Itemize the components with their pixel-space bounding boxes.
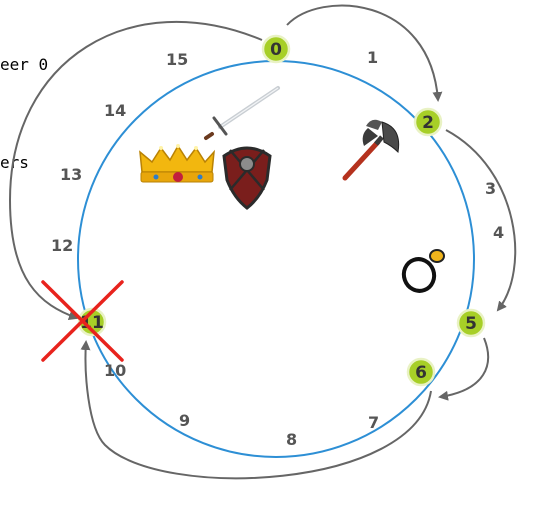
slot-label: 3: [485, 179, 496, 198]
slot-label: 8: [286, 430, 297, 449]
slot-label: 1: [367, 48, 378, 67]
peer-label: 2: [422, 113, 434, 133]
peer-node-6[interactable]: 6: [406, 357, 436, 387]
side-text-peer: eer 0: [0, 55, 48, 74]
peer-node-2[interactable]: 2: [413, 107, 443, 137]
ring-icon: [401, 249, 445, 293]
slot-label: 13: [60, 165, 82, 184]
peer-node-0[interactable]: 0: [261, 34, 291, 64]
arrow-6-to-11: [80, 340, 432, 480]
slot-label: 4: [493, 223, 504, 242]
slot-label: 12: [51, 236, 73, 255]
slot-label: 9: [179, 411, 190, 430]
slot-label: 15: [166, 50, 188, 69]
arrow-0-to-2: [286, 4, 443, 102]
slot-labels: 1 3 4 7 8 9 10 12 13 14 15: [51, 48, 504, 449]
axe-icon: [342, 119, 400, 181]
slot-label: 14: [104, 101, 126, 120]
slot-label: 10: [104, 361, 126, 380]
peer-label: 6: [415, 363, 427, 383]
failed-peer-cross: [41, 280, 124, 362]
shield-icon: [222, 146, 272, 210]
crown-icon: [139, 144, 215, 183]
sword-icon: [204, 86, 280, 140]
arrow-5-to-6: [438, 337, 490, 401]
slot-label: 7: [368, 413, 379, 432]
peer-label: 0: [270, 40, 282, 60]
peer-node-5[interactable]: 5: [456, 308, 486, 338]
arrow-0-to-11: [8, 20, 263, 321]
peer-label: 5: [465, 314, 477, 334]
arrow-2-to-5: [445, 129, 517, 312]
side-text-peers: ers: [0, 153, 29, 172]
